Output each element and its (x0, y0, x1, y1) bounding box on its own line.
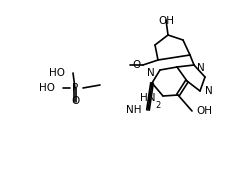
Text: N: N (147, 68, 155, 78)
Text: N: N (197, 63, 205, 73)
Text: 2: 2 (155, 101, 160, 110)
Text: OH: OH (158, 16, 174, 26)
Text: HO: HO (39, 83, 55, 93)
Text: OH: OH (196, 106, 212, 116)
Text: P: P (72, 83, 78, 93)
Text: HO: HO (49, 68, 65, 78)
Text: NH: NH (125, 105, 141, 115)
Text: O: O (132, 60, 140, 70)
Text: HN: HN (139, 93, 155, 103)
Text: O: O (71, 96, 79, 106)
Text: N: N (205, 86, 213, 96)
